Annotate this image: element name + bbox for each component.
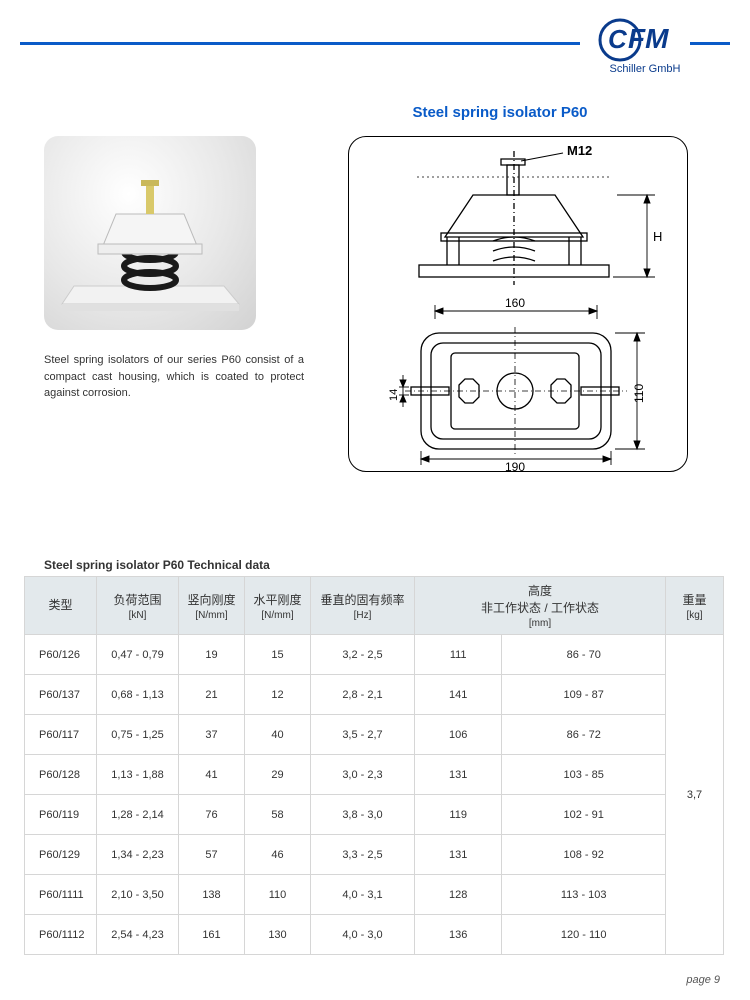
col-header: 类型	[25, 577, 97, 635]
table-cell: 2,8 - 2,1	[311, 675, 415, 715]
table-cell: 58	[245, 795, 311, 835]
table-row: P60/1260,47 - 0,7919153,2 - 2,511186 - 7…	[25, 635, 724, 675]
table-cell: 2,54 - 4,23	[97, 915, 179, 955]
dim-14-label: 14	[388, 389, 400, 401]
page-title: Steel spring isolator P60	[350, 104, 650, 121]
cfm-logo-icon: C FM	[598, 18, 692, 62]
table-cell: 1,28 - 2,14	[97, 795, 179, 835]
dim-110-label: 110	[632, 384, 646, 403]
col-header: 竖向刚度[N/mm]	[179, 577, 245, 635]
table-cell: 12	[245, 675, 311, 715]
table-header-row: 类型负荷范围[kN]竖向刚度[N/mm]水平刚度[N/mm]垂直的固有频率[Hz…	[25, 577, 724, 635]
table-row: P60/11122,54 - 4,231611304,0 - 3,0136120…	[25, 915, 724, 955]
table-cell: 102 - 91	[502, 795, 666, 835]
table-cell: 4,0 - 3,1	[311, 875, 415, 915]
col-header: 重量[kg]	[666, 577, 724, 635]
table-cell: P60/137	[25, 675, 97, 715]
table-cell: 141	[415, 675, 502, 715]
table-cell: 2,10 - 3,50	[97, 875, 179, 915]
table-cell: 15	[245, 635, 311, 675]
table-cell: 120 - 110	[502, 915, 666, 955]
table-cell: 29	[245, 755, 311, 795]
table-row: P60/1370,68 - 1,1321122,8 - 2,1141109 - …	[25, 675, 724, 715]
product-description: Steel spring isolators of our series P60…	[44, 352, 304, 402]
table-cell: 111	[415, 635, 502, 675]
svg-text:C: C	[608, 24, 628, 54]
table-cell: P60/119	[25, 795, 97, 835]
col-header: 垂直的固有频率[Hz]	[311, 577, 415, 635]
table-cell: 131	[415, 755, 502, 795]
table-cell: 136	[415, 915, 502, 955]
table-cell: P60/1112	[25, 915, 97, 955]
table-cell: 86 - 72	[502, 715, 666, 755]
table-cell: 108 - 92	[502, 835, 666, 875]
table-cell: 3,2 - 2,5	[311, 635, 415, 675]
table-title: Steel spring isolator P60 Technical data	[44, 558, 270, 572]
table-cell: 37	[179, 715, 245, 755]
product-photo	[44, 136, 256, 330]
table-cell: 131	[415, 835, 502, 875]
dim-m12-label: M12	[567, 143, 592, 158]
table-cell: 3,3 - 2,5	[311, 835, 415, 875]
table-cell: 113 - 103	[502, 875, 666, 915]
table-cell: 76	[179, 795, 245, 835]
table-cell: 109 - 87	[502, 675, 666, 715]
svg-text:FM: FM	[628, 23, 669, 54]
weight-cell: 3,7	[666, 635, 724, 955]
table-row: P60/1291,34 - 2,2357463,3 - 2,5131108 - …	[25, 835, 724, 875]
col-header: 负荷范围[kN]	[97, 577, 179, 635]
table-cell: 0,68 - 1,13	[97, 675, 179, 715]
table-cell: 1,34 - 2,23	[97, 835, 179, 875]
table-cell: 3,8 - 3,0	[311, 795, 415, 835]
table-cell: P60/1111	[25, 875, 97, 915]
table-cell: 19	[179, 635, 245, 675]
table-cell: 0,75 - 1,25	[97, 715, 179, 755]
table-cell: 106	[415, 715, 502, 755]
table-cell: 103 - 85	[502, 755, 666, 795]
technical-diagram: H M12	[348, 136, 688, 472]
table-cell: 3,0 - 2,3	[311, 755, 415, 795]
table-cell: 40	[245, 715, 311, 755]
table-cell: P60/126	[25, 635, 97, 675]
page-number: page 9	[686, 974, 720, 986]
table-cell: 21	[179, 675, 245, 715]
table-row: P60/1281,13 - 1,8841293,0 - 2,3131103 - …	[25, 755, 724, 795]
table-cell: 161	[179, 915, 245, 955]
table-cell: 4,0 - 3,0	[311, 915, 415, 955]
table-cell: 3,5 - 2,7	[311, 715, 415, 755]
table-body: P60/1260,47 - 0,7919153,2 - 2,511186 - 7…	[25, 635, 724, 955]
table-cell: 46	[245, 835, 311, 875]
table-cell: 128	[415, 875, 502, 915]
dim-160-label: 160	[505, 296, 525, 310]
table-row: P60/1191,28 - 2,1476583,8 - 3,0119102 - …	[25, 795, 724, 835]
table-cell: 0,47 - 0,79	[97, 635, 179, 675]
table-cell: P60/129	[25, 835, 97, 875]
table-row: P60/11112,10 - 3,501381104,0 - 3,1128113…	[25, 875, 724, 915]
company-name: Schiller GmbH	[598, 63, 692, 75]
table-cell: 119	[415, 795, 502, 835]
table-cell: 110	[245, 875, 311, 915]
company-logo: C FM Schiller GmbH	[598, 18, 692, 75]
table-cell: 41	[179, 755, 245, 795]
header-rule-left	[20, 42, 580, 45]
dim-h-label: H	[653, 229, 662, 244]
table-row: P60/1170,75 - 1,2537403,5 - 2,710686 - 7…	[25, 715, 724, 755]
table-cell: P60/117	[25, 715, 97, 755]
technical-data-table: 类型负荷范围[kN]竖向刚度[N/mm]水平刚度[N/mm]垂直的固有频率[Hz…	[24, 576, 724, 955]
dim-190-label: 190	[505, 460, 525, 473]
table-cell: 138	[179, 875, 245, 915]
table-cell: 130	[245, 915, 311, 955]
header-rule-right	[690, 42, 730, 45]
col-header: 高度非工作状态 / 工作状态[mm]	[415, 577, 666, 635]
col-header: 水平刚度[N/mm]	[245, 577, 311, 635]
table-cell: P60/128	[25, 755, 97, 795]
table-cell: 57	[179, 835, 245, 875]
table-cell: 86 - 70	[502, 635, 666, 675]
table-cell: 1,13 - 1,88	[97, 755, 179, 795]
